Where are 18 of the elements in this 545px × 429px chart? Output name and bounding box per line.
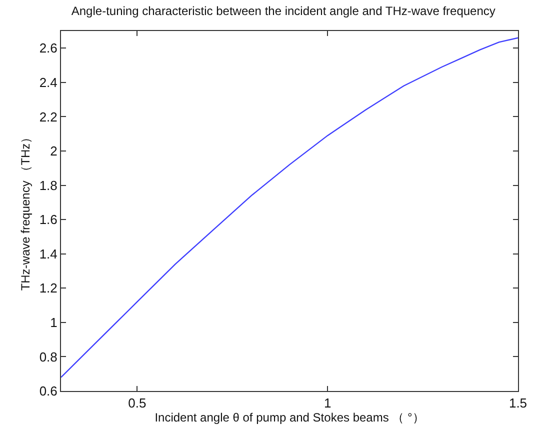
x-axis-title: Incident angle θ of pump and Stokes beams （ °） bbox=[154, 410, 424, 425]
y-tick-label: 1.2 bbox=[39, 280, 58, 296]
chart-title: Angle-tuning characteristic between the incident angle and THz-wave frequency bbox=[71, 4, 496, 18]
line-series bbox=[61, 37, 518, 378]
y-tick-label: 1 bbox=[50, 314, 58, 330]
y-tick-label: 1.4 bbox=[39, 246, 58, 262]
y-tick-label: 2.4 bbox=[39, 74, 58, 90]
y-tick-label: 1.8 bbox=[39, 178, 58, 193]
y-tick-label: 2.6 bbox=[39, 40, 58, 56]
y-tick-label: 0.6 bbox=[39, 384, 58, 399]
x-tick-label: 1.5 bbox=[508, 396, 528, 411]
y-tick-label: 0.8 bbox=[39, 349, 58, 364]
y-axis-title: THz-wave frequency （THz） bbox=[18, 131, 33, 291]
y-tick-label: 1.6 bbox=[39, 212, 58, 228]
y-tick-label: 2.2 bbox=[39, 109, 58, 124]
x-tick-label: 0.5 bbox=[128, 396, 146, 411]
x-tick-label: 1 bbox=[324, 396, 332, 411]
y-tick-label: 2 bbox=[50, 144, 58, 159]
